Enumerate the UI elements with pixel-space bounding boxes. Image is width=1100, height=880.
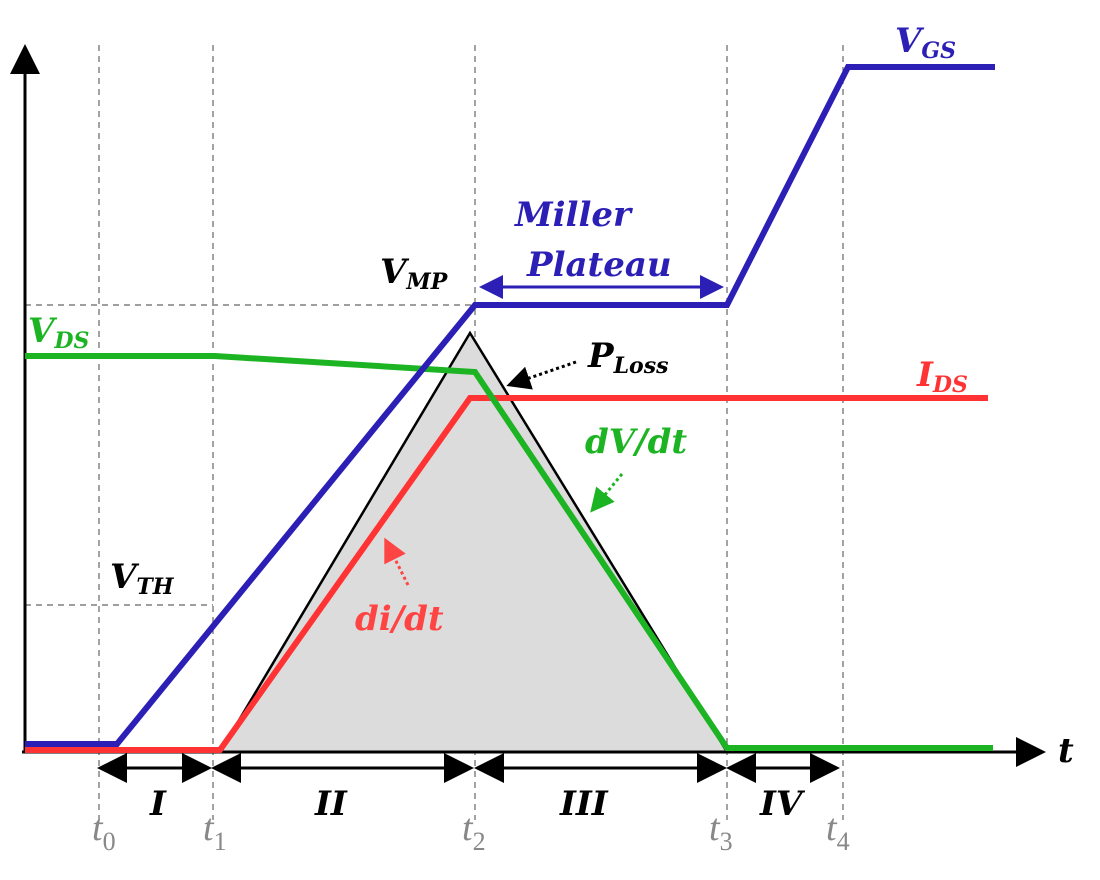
vmp-label: VMP [380,252,449,295]
label-part: I [916,355,934,395]
vds-wave [25,353,993,751]
label-part: V [895,21,925,61]
ids-wave [25,395,988,753]
miller-label: Miller [514,195,633,235]
didt-label: di/dt [355,599,444,639]
label-part: P [587,336,615,376]
label-part: GS [921,38,956,64]
label-part: 0 [103,827,116,856]
vgs-label: VGS [895,21,956,64]
interval-label: II [314,784,348,824]
label-part: t [92,807,104,849]
label-part: t [826,807,838,849]
label-part: 1 [214,827,227,856]
interval-label: I [149,784,167,824]
time-mark: t4 [826,807,850,856]
ids-label: IDS [916,355,968,398]
didt-arrow [384,537,410,586]
vgs-wave [25,64,995,747]
vds-label: VDS [28,311,89,354]
label-part: TH [136,574,174,600]
time-axis-label: t [1058,731,1074,771]
label-part: t [203,807,215,849]
time-mark: t3 [709,807,733,856]
label-part: Loss [613,353,669,379]
label-part: t [709,807,721,849]
time-mark: t2 [462,807,486,856]
ploss-label: PLoss [587,336,669,379]
label-part: DS [932,372,968,398]
label-part: t [462,807,474,849]
label-part: MP [405,269,448,295]
label-part: V [28,311,58,351]
dvdt-label: dV/dt [585,422,687,462]
vth-label: VTH [110,557,175,600]
label-part: 2 [473,827,486,856]
label-part: 3 [720,827,733,856]
plateau-label: Plateau [526,245,672,285]
loss-arrow [506,360,577,390]
dvdt-arrow [590,473,624,513]
label-part: 4 [837,827,850,856]
label-part: V [110,557,140,597]
interval-label: IV [759,784,806,824]
interval-label: III [559,784,609,824]
time-mark: t0 [92,807,116,856]
label-part: V [380,252,410,292]
label-part: DS [53,328,89,354]
time-mark: t1 [203,807,227,856]
